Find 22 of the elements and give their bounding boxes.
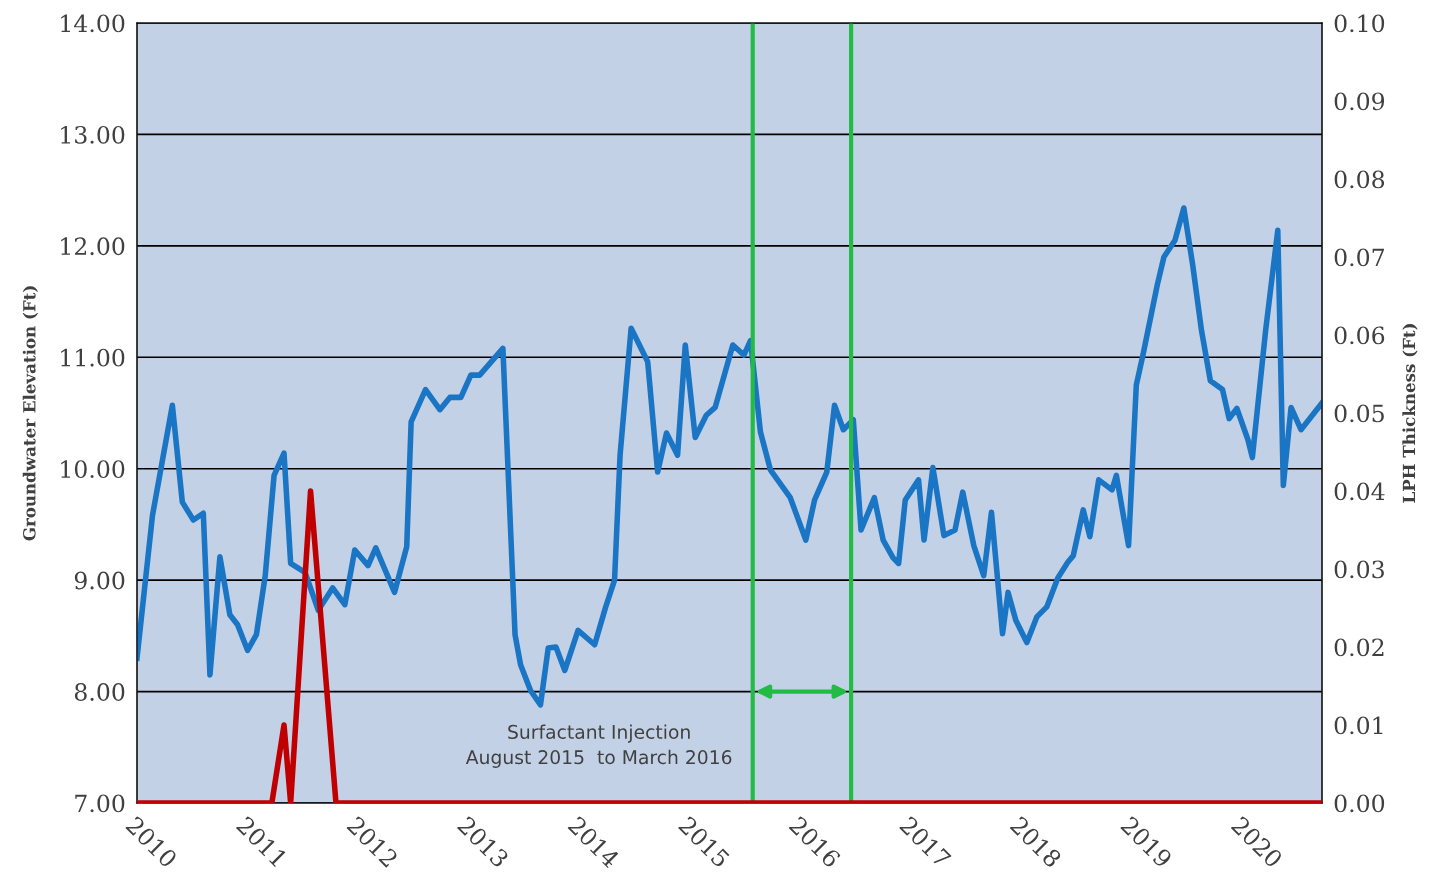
y2-tick-label: 0.08: [1334, 170, 1385, 189]
y2-tick-label: 0.10: [1334, 14, 1385, 33]
y-tick-label: 7.00: [75, 794, 125, 813]
y-tick-label: 12.00: [61, 237, 125, 256]
y2-tick-label: 0.03: [1334, 560, 1384, 579]
y2-tick-label: 0.04: [1334, 482, 1385, 501]
y2-tick-label: 0.09: [1334, 92, 1385, 111]
y-tick-label: 14.00: [61, 14, 125, 33]
y-axis-title: Groundwater Elevation (Ft): [22, 286, 38, 541]
y2-tick-label: 0.00: [1334, 794, 1385, 813]
y2-tick-label: 0.05: [1334, 404, 1384, 423]
y-tick-label: 10.00: [61, 460, 125, 479]
y2-tick-label: 0.07: [1334, 248, 1384, 267]
y2-axis-title: LPH Thickness (Ft): [1402, 324, 1418, 503]
annotation: Surfactant Injection August 2015 to March 2016: [465, 724, 732, 768]
y-tick-label: 13.00: [61, 125, 125, 144]
y-tick-label: 9.00: [74, 571, 125, 590]
y2-tick-label: 0.02: [1334, 638, 1384, 657]
y-tick-label: 8.00: [74, 683, 125, 701]
y-tick-label: 11.00: [61, 348, 125, 367]
y2-tick-label: 0.01: [1334, 716, 1383, 735]
y2-tick-label: 0.06: [1334, 326, 1385, 345]
